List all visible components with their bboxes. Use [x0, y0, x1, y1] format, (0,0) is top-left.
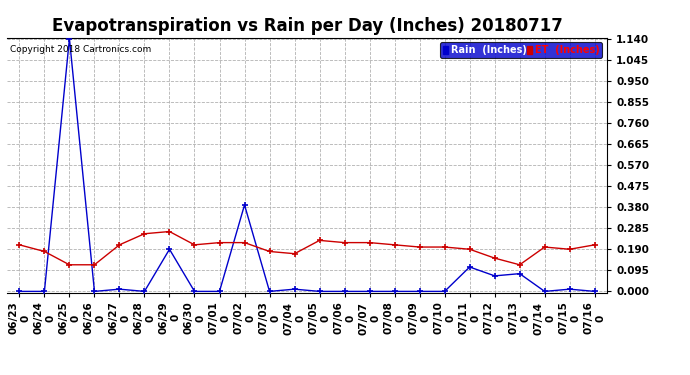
Legend: Rain  (Inches), ET  (Inches): Rain (Inches), ET (Inches): [440, 42, 602, 58]
Title: Evapotranspiration vs Rain per Day (Inches) 20180717: Evapotranspiration vs Rain per Day (Inch…: [52, 16, 562, 34]
Text: Copyright 2018 Cartronics.com: Copyright 2018 Cartronics.com: [10, 45, 151, 54]
